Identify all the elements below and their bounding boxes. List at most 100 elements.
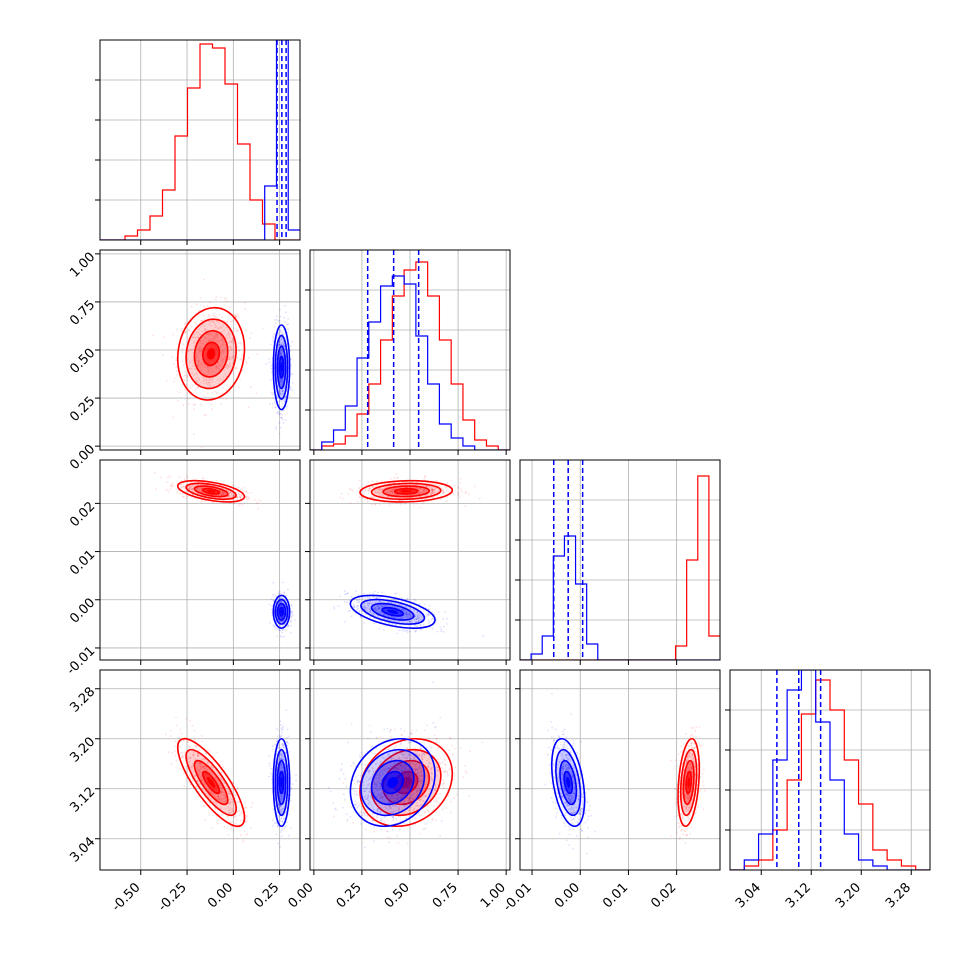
scatter-point: [347, 493, 350, 496]
scatter-point: [279, 351, 282, 354]
scatter-point: [234, 384, 237, 387]
scatter-point: [282, 344, 285, 346]
scatter-point: [183, 331, 186, 334]
scatter-point: [213, 336, 216, 339]
scatter-point: [169, 484, 172, 487]
scatter-point: [372, 596, 374, 599]
scatter-point: [285, 407, 288, 409]
scatter-point: [442, 630, 445, 633]
scatter-point: [289, 799, 292, 802]
scatter-point: [249, 337, 252, 340]
scatter-point: [280, 391, 283, 393]
scatter-point: [389, 490, 392, 493]
scatter-point: [282, 392, 284, 395]
scatter-point: [246, 832, 249, 835]
scatter-point: [358, 487, 360, 489]
scatter-point: [384, 604, 387, 607]
scatter-point: [278, 355, 281, 358]
scatter-point: [422, 491, 424, 494]
scatter-point: [421, 502, 424, 504]
scatter-point: [201, 499, 204, 502]
scatter-point: [413, 598, 416, 601]
scatter-point: [280, 353, 283, 356]
scatter-point: [207, 381, 210, 384]
scatter-point: [175, 356, 178, 359]
scatter-point: [228, 495, 231, 498]
scatter-point: [281, 629, 284, 632]
scatter-point: [221, 316, 223, 318]
scatter-point: [276, 598, 279, 601]
scatter-point: [285, 311, 288, 314]
scatter-point: [414, 630, 417, 633]
scatter-point: [232, 484, 235, 487]
scatter-point: [271, 402, 274, 405]
scatter-point: [281, 381, 284, 383]
scatter-point: [196, 356, 199, 359]
scatter-point: [389, 490, 392, 493]
scatter-point: [184, 374, 186, 377]
scatter-point: [369, 615, 371, 618]
scatter-point: [279, 620, 282, 623]
scatter-point: [204, 396, 207, 399]
scatter-point: [279, 354, 282, 357]
scatter-point: [208, 811, 210, 814]
scatter-point: [201, 486, 203, 489]
scatter-point: [351, 489, 354, 492]
contour-0-0: [176, 479, 246, 503]
scatter-point: [204, 328, 207, 331]
scatter-point: [369, 611, 372, 614]
scatter-point: [219, 358, 221, 361]
scatter-point: [427, 608, 430, 611]
scatter-point: [209, 333, 211, 335]
scatter-point: [286, 323, 289, 326]
scatter-point: [198, 489, 200, 492]
scatter-point: [192, 487, 194, 490]
scatter-point: [279, 724, 282, 726]
scatter-point: [173, 750, 176, 753]
scatter-point: [215, 392, 218, 394]
scatter-point: [220, 493, 223, 496]
scatter-point: [172, 362, 175, 365]
scatter-point: [191, 359, 194, 362]
scatter-point: [280, 348, 282, 351]
scatter-point: [241, 369, 244, 372]
scatter-point: [198, 364, 200, 367]
scatter-point: [281, 402, 284, 405]
scatter-point: [391, 496, 394, 499]
scatter-point: [280, 620, 282, 623]
scatter-point: [281, 597, 284, 600]
scatter-point: [373, 622, 376, 625]
scatter-point: [226, 367, 229, 370]
scatter-point: [272, 624, 275, 627]
scatter-point: [199, 350, 202, 353]
scatter-point: [410, 620, 413, 623]
scatter-point: [172, 416, 175, 419]
scatter-point: [368, 608, 371, 610]
scatter-point: [233, 502, 236, 504]
scatter-point: [425, 485, 428, 487]
scatter-point: [212, 377, 215, 380]
scatter-point: [279, 616, 282, 619]
scatter-point: [413, 617, 415, 620]
scatter-point: [407, 616, 409, 619]
scatter-point: [200, 353, 203, 356]
scatter-point: [222, 493, 225, 496]
scatter-point: [278, 593, 281, 596]
scatter-point: [448, 491, 451, 494]
scatter-point: [237, 386, 240, 388]
scatter-point: [243, 490, 245, 492]
scatter-point: [200, 381, 203, 384]
scatter-point: [181, 492, 184, 495]
scatter-point: [416, 614, 419, 617]
scatter-point: [242, 839, 245, 842]
scatter-point: [255, 392, 258, 395]
scatter-point: [282, 333, 285, 336]
scatter-point: [214, 298, 217, 301]
scatter-point: [380, 491, 382, 494]
scatter-point: [388, 619, 391, 622]
scatter-point: [279, 331, 282, 334]
scatter-point: [227, 366, 230, 368]
scatter-point: [378, 599, 381, 602]
scatter-point: [206, 749, 209, 751]
scatter-point: [419, 491, 422, 494]
